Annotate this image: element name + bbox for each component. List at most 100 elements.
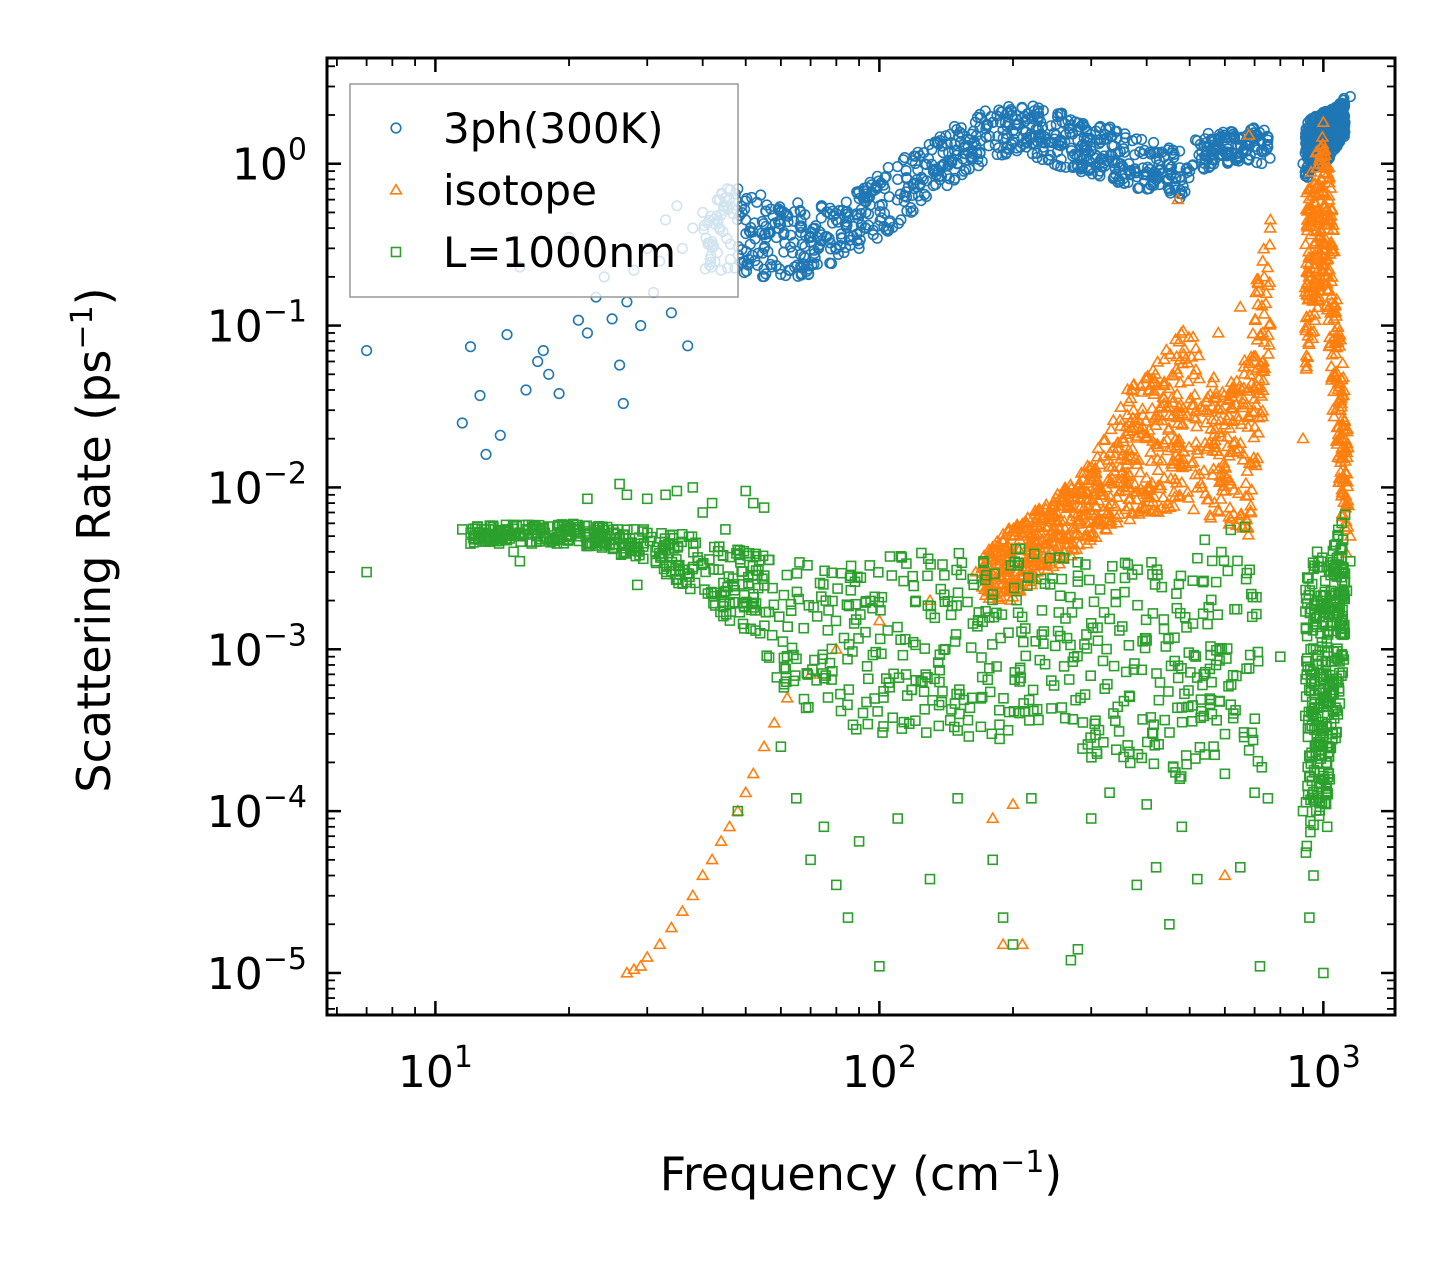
series-2-band-point: [1120, 666, 1132, 678]
series-2-band-point: [785, 605, 797, 617]
series-1-band-point: [1327, 311, 1341, 324]
series-1: [620, 115, 1358, 978]
series-0-band-point: [1230, 139, 1242, 151]
series-1-band-point: [1317, 142, 1332, 155]
series-2-band-point: [1227, 712, 1239, 724]
series-2-point: [952, 792, 963, 804]
series-0-band-point: [1045, 120, 1057, 132]
series-2-band-point: [754, 627, 766, 639]
series-1-band-point: [1175, 459, 1189, 471]
series-1-band-point: [1198, 436, 1212, 448]
series-1-band-point: [1151, 505, 1165, 517]
series-2-band-point: [1305, 644, 1316, 655]
series-2-band-point: [967, 573, 979, 585]
series-1-point: [1171, 192, 1185, 205]
series-2-band-point: [934, 649, 946, 661]
series-2-band-point: [909, 596, 921, 608]
series-1-band-point: [988, 538, 1002, 550]
series-1-band-point: [1211, 462, 1226, 474]
series-1-band-point: [1334, 399, 1349, 412]
series-1-band-point: [1099, 480, 1114, 493]
series-1-band-point: [1059, 487, 1073, 499]
series-0-band-point: [874, 215, 886, 227]
series-1-band-point: [1174, 418, 1189, 430]
series-2-band-point: [528, 523, 540, 535]
series-1-band-point: [1299, 185, 1314, 198]
series-2-band-point: [907, 636, 919, 648]
series-2-band-point: [1306, 720, 1318, 732]
series-1-band-point: [1209, 412, 1223, 425]
series-2-band-point: [761, 650, 773, 662]
series-0-band-point: [795, 260, 807, 272]
series-2-band-point: [1308, 819, 1319, 831]
series-2-band-point: [1243, 744, 1255, 756]
series-2-band-point: [861, 660, 873, 672]
series-1-band-point: [1301, 329, 1315, 341]
series-2-band-point: [1303, 750, 1315, 761]
series-0-band-point: [1030, 130, 1042, 142]
series-1-band-point: [1249, 398, 1263, 410]
series-2-band-point: [1222, 565, 1234, 577]
series-2-band-point: [802, 559, 813, 571]
series-2-band-point: [1081, 643, 1093, 654]
series-2-band-point: [1334, 656, 1345, 667]
series-2-band-point: [1210, 659, 1222, 671]
series-2-point: [494, 530, 506, 542]
series-0-band-point: [1198, 163, 1210, 175]
series-1-band-point: [1226, 401, 1240, 414]
series-1-band-point: [1239, 476, 1253, 489]
series-2-band-point: [670, 574, 682, 586]
series-2-band-point: [867, 602, 878, 614]
series-2-band-point: [1030, 635, 1041, 647]
series-2-band-point: [1008, 705, 1020, 717]
series-0-band-point: [1066, 128, 1079, 140]
series-0-band-point: [796, 262, 808, 274]
series-2-band-point: [626, 542, 638, 554]
series-0-band-point: [918, 188, 931, 201]
series-0-band-point: [1038, 131, 1051, 143]
series-1-band-point: [1163, 500, 1177, 513]
series-2-band-point: [1301, 598, 1313, 609]
series-1-band-point: [1312, 290, 1326, 302]
series-0-band-point: [1052, 108, 1064, 120]
series-2-band-point: [1137, 714, 1148, 725]
series-2-band-point: [850, 598, 862, 610]
series-0-band-point: [958, 165, 970, 177]
series-2-band-point: [1132, 564, 1143, 576]
series-1-band-point: [1167, 485, 1181, 497]
series-1-point: [1211, 326, 1226, 338]
series-0-band-point: [796, 238, 808, 250]
series-0-band-point: [836, 204, 849, 216]
series-2-band-point: [1179, 688, 1190, 700]
series-0-point: [873, 200, 886, 212]
series-2-band-point: [766, 629, 778, 641]
series-2-band-point: [1302, 780, 1313, 792]
series-2-band-point: [1017, 636, 1029, 648]
series-2-point: [758, 502, 770, 513]
series-2-band-point: [798, 622, 810, 634]
series-1-point: [1162, 408, 1177, 420]
series-2-band-point: [887, 712, 899, 724]
series-1-band-point: [1146, 495, 1160, 507]
series-2-band-point: [1039, 658, 1051, 670]
series-2-band-point: [1072, 576, 1084, 587]
series-1-band-point: [977, 549, 991, 561]
series-2-point: [874, 960, 885, 972]
series-0-band-point: [895, 214, 907, 226]
series-1-band-point: [1139, 471, 1154, 483]
series-2-point: [582, 493, 593, 505]
series-2-band-point: [1146, 556, 1157, 568]
series-1-band-point: [1212, 505, 1227, 517]
series-2-band-point: [1313, 810, 1325, 822]
series-1-band-point: [1249, 285, 1263, 298]
series-2-band-point: [1221, 643, 1233, 654]
series-0-band-point: [780, 270, 792, 282]
series-2-band-point: [962, 596, 973, 608]
series-0-band-point: [775, 268, 787, 281]
series-0-band-point: [1333, 136, 1345, 148]
series-1-band-point: [1258, 296, 1273, 309]
series-2-point: [1345, 555, 1356, 567]
series-0-band-point: [943, 147, 955, 159]
series-2-band-point: [803, 701, 814, 713]
series-2-band-point: [898, 716, 910, 728]
